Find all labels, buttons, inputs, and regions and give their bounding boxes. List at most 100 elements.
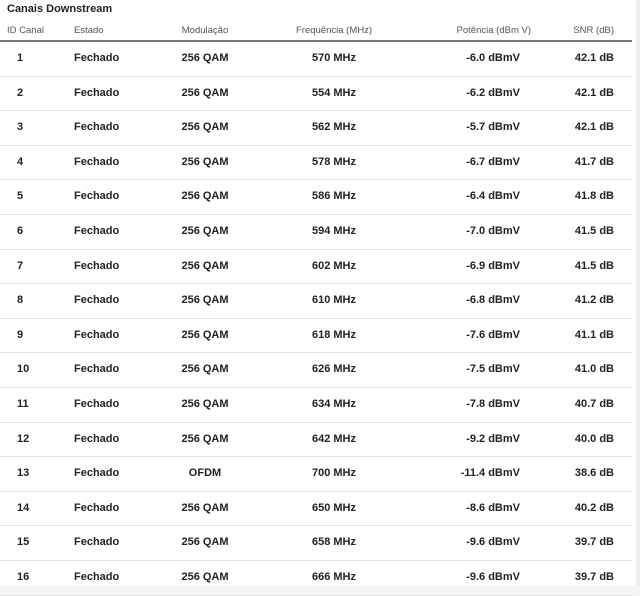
cell-potencia: -11.4 dBmV xyxy=(460,467,520,480)
cell-snr: 40.0 dB xyxy=(574,432,614,445)
cell-id: 12 xyxy=(17,432,30,445)
cell-snr: 41.5 dB xyxy=(574,224,614,237)
cell-potencia: -7.0 dBmV xyxy=(466,224,520,237)
cell-snr: 40.7 dB xyxy=(574,397,614,410)
cell-snr: 42.1 dB xyxy=(574,121,614,134)
cell-potencia: -7.8 dBmV xyxy=(466,397,520,410)
cell-estado: Fechado xyxy=(74,86,120,99)
cell-estado: Fechado xyxy=(74,155,120,168)
cell-modulacao: 256 QAM xyxy=(181,570,229,583)
cell-snr: 41.1 dB xyxy=(574,328,614,341)
cell-potencia: -7.5 dBmV xyxy=(466,363,520,376)
cell-frequencia: 700 MHz xyxy=(311,467,357,480)
column-header-modulacao: Modulação xyxy=(181,25,229,36)
cell-frequencia: 634 MHz xyxy=(311,397,357,410)
cell-modulacao: 256 QAM xyxy=(181,224,229,237)
table-row: 16 Fechado 256 QAM 666 MHz -9.6 dBmV 39.7 dB xyxy=(0,561,632,596)
scrollbar-track[interactable] xyxy=(636,0,640,586)
cell-estado: Fechado xyxy=(74,432,120,445)
cell-snr: 41.0 dB xyxy=(574,363,614,376)
cell-frequencia: 578 MHz xyxy=(311,155,357,168)
cell-id: 11 xyxy=(17,397,29,410)
cell-estado: Fechado xyxy=(74,294,120,307)
table-row: 6 Fechado 256 QAM 594 MHz -7.0 dBmV 41.5 dB xyxy=(0,215,632,250)
cell-estado: Fechado xyxy=(74,121,120,134)
cell-potencia: -6.4 dBmV xyxy=(466,190,520,203)
cell-frequencia: 602 MHz xyxy=(311,259,357,272)
cell-potencia: -6.8 dBmV xyxy=(466,294,520,307)
table-row: 7 Fechado 256 QAM 602 MHz -6.9 dBmV 41.5 dB xyxy=(0,250,632,285)
cell-estado: Fechado xyxy=(74,501,120,514)
column-header-potencia: Potência (dBm V) xyxy=(456,25,531,36)
cell-id: 14 xyxy=(17,501,30,514)
cell-potencia: -6.9 dBmV xyxy=(466,259,520,272)
cell-snr: 41.8 dB xyxy=(574,190,614,203)
table-row: 13 Fechado OFDM 700 MHz -11.4 dBmV 38.6 dB xyxy=(0,457,632,492)
cell-frequencia: 618 MHz xyxy=(311,328,357,341)
cell-id: 3 xyxy=(17,121,24,134)
cell-estado: Fechado xyxy=(74,570,120,583)
cell-snr: 40.2 dB xyxy=(574,501,614,514)
table-row: 8 Fechado 256 QAM 610 MHz -6.8 dBmV 41.2 dB xyxy=(0,284,632,319)
cell-id: 1 xyxy=(17,52,24,64)
table-row: 14 Fechado 256 QAM 650 MHz -8.6 dBmV 40.2 dB xyxy=(0,492,632,527)
cell-modulacao: 256 QAM xyxy=(181,155,229,168)
cell-frequencia: 650 MHz xyxy=(311,501,357,514)
cell-id: 6 xyxy=(17,224,24,237)
cell-potencia: -9.2 dBmV xyxy=(466,432,520,445)
cell-modulacao: 256 QAM xyxy=(181,363,229,376)
cell-modulacao: 256 QAM xyxy=(181,397,229,410)
column-header-estado: Estado xyxy=(74,25,104,36)
cell-frequencia: 554 MHz xyxy=(311,86,357,99)
table-row: 2 Fechado 256 QAM 554 MHz -6.2 dBmV 42.1 dB xyxy=(0,77,632,112)
cell-snr: 42.1 dB xyxy=(574,86,614,99)
cell-snr: 41.2 dB xyxy=(574,294,614,307)
column-header-snr: SNR (dB) xyxy=(573,25,614,36)
cell-potencia: -6.0 dBmV xyxy=(466,52,520,64)
cell-frequencia: 610 MHz xyxy=(311,294,357,307)
table-row: 1 Fechado 256 QAM 570 MHz -6.0 dBmV 42.1 dB xyxy=(0,42,632,77)
cell-potencia: -7.6 dBmV xyxy=(466,328,520,341)
cell-snr: 39.7 dB xyxy=(574,570,614,583)
cell-modulacao: 256 QAM xyxy=(181,294,229,307)
section-title: Canais Downstream xyxy=(7,3,113,15)
cell-frequencia: 570 MHz xyxy=(311,52,357,64)
cell-estado: Fechado xyxy=(74,190,120,203)
cell-modulacao: 256 QAM xyxy=(181,328,229,341)
cell-id: 9 xyxy=(17,328,24,341)
cell-frequencia: 642 MHz xyxy=(311,432,357,445)
cell-modulacao: 256 QAM xyxy=(181,121,229,134)
cell-modulacao: 256 QAM xyxy=(181,52,229,64)
cell-modulacao: 256 QAM xyxy=(181,86,229,99)
cell-modulacao: 256 QAM xyxy=(181,501,229,514)
table-row: 9 Fechado 256 QAM 618 MHz -7.6 dBmV 41.1 dB xyxy=(0,319,632,354)
cell-estado: Fechado xyxy=(74,467,120,480)
table-row: 12 Fechado 256 QAM 642 MHz -9.2 dBmV 40.0 dB xyxy=(0,423,632,458)
cell-id: 16 xyxy=(17,570,30,583)
cell-estado: Fechado xyxy=(74,52,120,64)
cell-frequencia: 586 MHz xyxy=(311,190,357,203)
table-row: 4 Fechado 256 QAM 578 MHz -6.7 dBmV 41.7 dB xyxy=(0,146,632,181)
cell-modulacao: 256 QAM xyxy=(181,432,229,445)
cell-estado: Fechado xyxy=(74,397,120,410)
cell-snr: 39.7 dB xyxy=(574,536,614,549)
cell-id: 15 xyxy=(17,536,30,549)
cell-modulacao: 256 QAM xyxy=(181,259,229,272)
cell-id: 4 xyxy=(17,155,24,168)
table-row: 5 Fechado 256 QAM 586 MHz -6.4 dBmV 41.8 dB xyxy=(0,180,632,215)
table-header: ID Canal Estado Modulação Frequência (MH… xyxy=(0,22,632,42)
cell-potencia: -5.7 dBmV xyxy=(466,121,520,134)
cell-id: 7 xyxy=(17,259,24,272)
cell-snr: 41.7 dB xyxy=(574,155,614,168)
cell-id: 2 xyxy=(17,86,24,99)
cell-potencia: -9.6 dBmV xyxy=(466,536,520,549)
table-row: 11 Fechado 256 QAM 634 MHz -7.8 dBmV 40.7 dB xyxy=(0,388,632,423)
table-row: 15 Fechado 256 QAM 658 MHz -9.6 dBmV 39.7 dB xyxy=(0,526,632,561)
cell-modulacao: 256 QAM xyxy=(181,536,229,549)
cell-snr: 41.5 dB xyxy=(574,259,614,272)
cell-frequencia: 562 MHz xyxy=(311,121,357,134)
table-body: 1 Fechado 256 QAM 570 MHz -6.0 dBmV 42.1 dB 2 F… xyxy=(0,42,632,596)
cell-estado: Fechado xyxy=(74,363,120,376)
cell-estado: Fechado xyxy=(74,536,120,549)
cell-potencia: -9.6 dBmV xyxy=(466,570,520,583)
